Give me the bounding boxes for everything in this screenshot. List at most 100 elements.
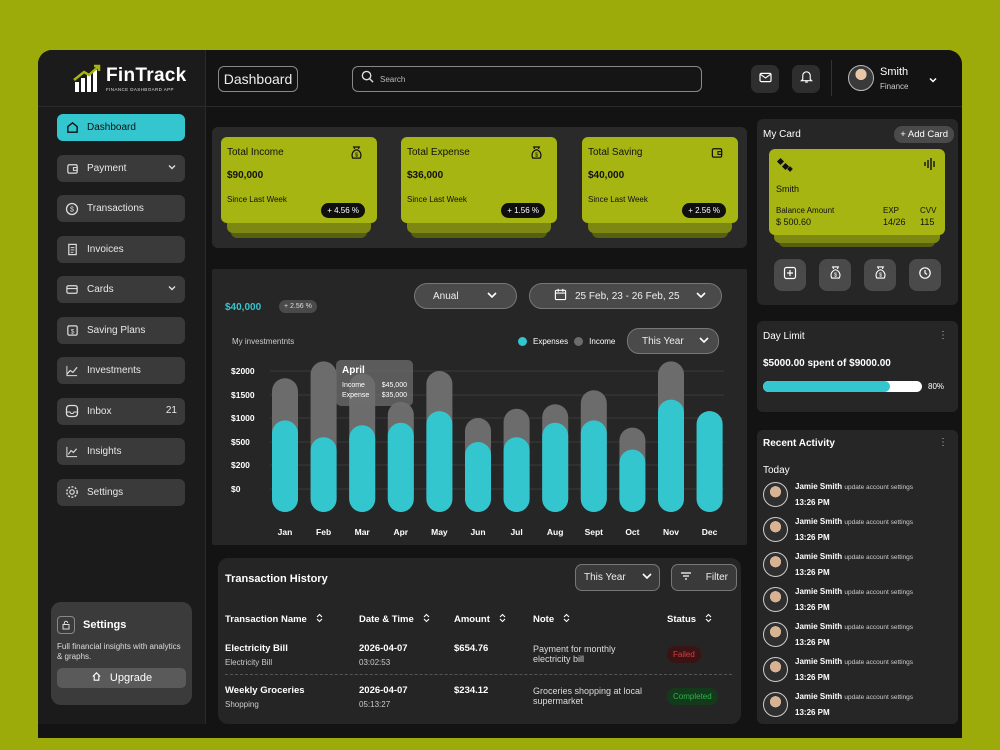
search-bar[interactable] (352, 66, 702, 92)
y-tick-label: $500 (231, 437, 250, 447)
period-select[interactable]: Anual (414, 283, 517, 309)
sidebar-item-label: Dashboard (87, 122, 136, 133)
stat-card-saving[interactable]: Total Saving $40,000 Since Last Week + 2… (582, 137, 738, 238)
promo-text: Full financial insights with analytics &… (57, 642, 181, 661)
avatar (763, 482, 788, 507)
stat-card-income[interactable]: Total Income $ $90,000 Since Last Week +… (221, 137, 377, 238)
column-label: Transaction Name (225, 614, 307, 625)
column-header-note[interactable]: Note (533, 613, 571, 626)
avatar (763, 517, 788, 542)
search-input[interactable] (380, 74, 680, 84)
history-button[interactable] (909, 259, 941, 291)
upgrade-button[interactable]: Upgrade (57, 668, 186, 688)
activity-user: Jamie Smith (795, 622, 843, 631)
bar-expenses-jul[interactable] (503, 437, 530, 512)
add-card-button[interactable]: + Add Card (894, 126, 954, 143)
sidebar-item-saving-plans[interactable]: $ Saving Plans (57, 316, 185, 344)
home-icon (91, 671, 102, 685)
sidebar-item-investments[interactable]: Investments (57, 357, 185, 384)
filter-button[interactable]: Filter (671, 564, 737, 591)
transaction-note: Groceries shopping at local supermarket (533, 686, 643, 706)
mail-icon (758, 70, 772, 88)
chart-range-select[interactable]: This Year (627, 328, 719, 354)
day-limit-title: Day Limit (763, 331, 805, 342)
x-tick-label: Jul (510, 527, 522, 537)
invoice-icon (65, 242, 79, 256)
exp-label: EXP (883, 206, 900, 215)
bar-expenses-aug[interactable] (542, 422, 569, 512)
date-range-value: 25 Feb, 23 - 26 Feb, 25 (575, 290, 680, 302)
credit-card[interactable]: Smith Balance Amount $ 500.60 EXP 14/26 … (769, 149, 945, 235)
sidebar-item-cards[interactable]: Cards (57, 276, 185, 303)
chevron-down-icon[interactable] (928, 72, 938, 90)
transaction-range-select[interactable]: This Year (575, 564, 660, 591)
activity-item[interactable]: Jamie Smith update account settings 13:26… (763, 657, 913, 682)
bar-expenses-oct[interactable] (619, 449, 646, 512)
sidebar-item-inbox[interactable]: Inbox 21 (57, 397, 185, 425)
activity-item[interactable]: Jamie Smith update account settings 13:26… (763, 482, 913, 507)
app-tagline: FINANCE DASHBOARD APP (106, 87, 174, 92)
sidebar-item-payment[interactable]: Payment (57, 154, 185, 182)
activity-item[interactable]: Jamie Smith update account settings 13:26… (763, 587, 913, 612)
activity-item[interactable]: Jamie Smith update account settings 13:26… (763, 692, 913, 717)
notifications-button[interactable] (792, 65, 820, 93)
money-bag-icon: $ (530, 146, 543, 165)
y-tick-label: $2000 (231, 366, 255, 376)
contactless-icon (923, 157, 937, 176)
x-tick-label: Apr (393, 527, 408, 537)
transaction-amount: $654.76 (454, 643, 489, 654)
user-avatar[interactable] (848, 65, 874, 91)
more-options-icon[interactable]: ⋮ (938, 437, 948, 448)
filter-icon (680, 571, 692, 584)
mail-button[interactable] (751, 65, 779, 93)
chart-tooltip: April Income $45,000 Expense $35,000 (336, 360, 413, 406)
page-title: Dashboard (218, 66, 298, 92)
tooltip-income-label: Income (342, 382, 365, 389)
bar-expenses-mar[interactable] (349, 425, 376, 512)
activity-item[interactable]: Jamie Smith update account settings 13:26… (763, 517, 913, 542)
more-options-icon[interactable]: ⋮ (938, 330, 948, 341)
bar-expenses-may[interactable] (426, 411, 453, 512)
send-money-button[interactable]: $ (819, 259, 851, 291)
inbox-icon (65, 404, 79, 418)
column-header-date[interactable]: Date & Time (359, 613, 431, 626)
request-money-button[interactable]: $ (864, 259, 896, 291)
legend-swatch-income (574, 337, 584, 346)
stat-change-badge: + 4.56 % (321, 203, 365, 218)
stat-value: $90,000 (227, 170, 264, 181)
svg-text:$: $ (70, 328, 74, 335)
chevron-down-icon (167, 283, 177, 296)
sidebar-item-invoices[interactable]: Invoices (57, 235, 185, 263)
column-label: Note (533, 614, 555, 625)
column-header-amount[interactable]: Amount (454, 613, 507, 626)
x-tick-label: Sept (585, 527, 604, 537)
stat-card-expense[interactable]: Total Expense $ $36,000 Since Last Week … (401, 137, 557, 238)
bar-expenses-jan[interactable] (272, 420, 298, 512)
sidebar-item-settings[interactable]: Settings (57, 478, 185, 506)
column-header-status[interactable]: Status (667, 613, 713, 626)
balance-label: Balance Amount (776, 206, 835, 215)
date-range-select[interactable]: 25 Feb, 23 - 26 Feb, 25 (529, 283, 722, 309)
sidebar-item-insights[interactable]: Insights (57, 438, 185, 465)
activity-item[interactable]: Jamie Smith update account settings 13:26… (763, 622, 913, 647)
transaction-history-title: Transaction History (225, 573, 328, 585)
bar-expenses-apr[interactable] (387, 422, 414, 512)
search-icon (361, 70, 374, 88)
activity-item[interactable]: Jamie Smith update account settings 13:26… (763, 552, 913, 577)
bar-expenses-jun[interactable] (465, 442, 491, 512)
transaction-date: 2026-04-07 (359, 643, 408, 654)
sidebar-item-dashboard[interactable]: Dashboard (57, 114, 185, 141)
sort-icon (562, 613, 571, 626)
bar-expenses-sept[interactable] (580, 420, 607, 512)
bar-expenses-nov[interactable] (658, 399, 684, 512)
bar-expenses-feb[interactable] (310, 437, 337, 512)
activity-time: 13:26 PM (795, 708, 830, 717)
app-logo[interactable]: FinTrack FINANCE DASHBOARD APP (72, 64, 187, 94)
sidebar-item-transactions[interactable]: $ Transactions (57, 195, 185, 222)
bar-expenses-dec[interactable] (696, 411, 723, 512)
bell-icon (799, 69, 813, 89)
chart-icon (65, 445, 79, 459)
column-header-name[interactable]: Transaction Name (225, 613, 324, 626)
add-money-button[interactable] (774, 259, 806, 291)
legend-swatch-expenses (518, 337, 527, 346)
